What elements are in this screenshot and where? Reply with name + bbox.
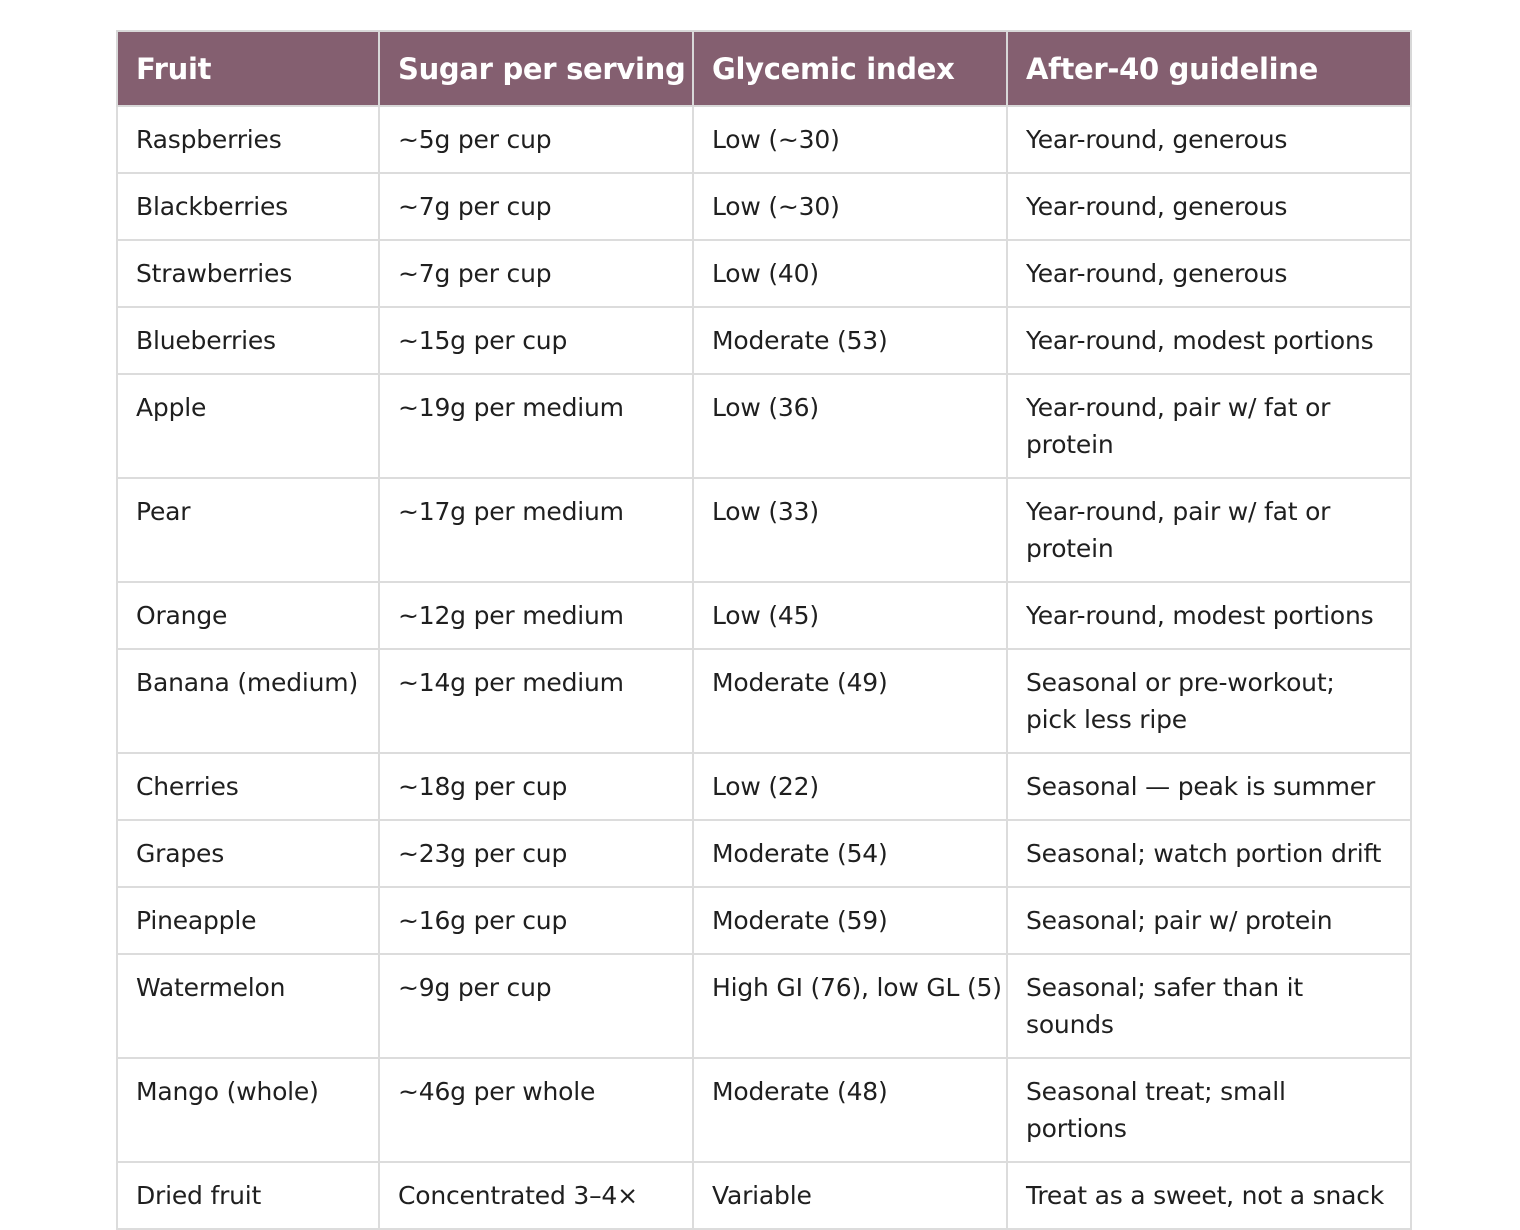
- cell-glycemic-index: Variable: [692, 1161, 1008, 1230]
- cell-fruit: Blackberries: [116, 172, 380, 241]
- cell-guideline: Seasonal treat; small portions: [1006, 1057, 1412, 1163]
- header-sugar-per-serving: Sugar per serving: [378, 30, 694, 107]
- cell-glycemic-index: High GI (76), low GL (5): [692, 953, 1008, 1059]
- cell-glycemic-index: Moderate (54): [692, 819, 1008, 888]
- table-row: Dried fruit Concentrated 3–4× Variable T…: [116, 1161, 1412, 1230]
- cell-fruit: Watermelon: [116, 953, 380, 1059]
- cell-sugar: ~17g per medium: [378, 477, 694, 583]
- cell-guideline: Year-round, modest portions: [1006, 306, 1412, 375]
- cell-guideline: Seasonal or pre-workout; pick less ripe: [1006, 648, 1412, 754]
- cell-fruit: Mango (whole): [116, 1057, 380, 1163]
- cell-fruit: Strawberries: [116, 239, 380, 308]
- cell-sugar: ~14g per medium: [378, 648, 694, 754]
- table-row: Blackberries ~7g per cup Low (~30) Year-…: [116, 172, 1412, 241]
- table-row: Banana (medium) ~14g per medium Moderate…: [116, 648, 1412, 754]
- cell-glycemic-index: Low (40): [692, 239, 1008, 308]
- cell-guideline: Seasonal — peak is summer: [1006, 752, 1412, 821]
- cell-guideline: Year-round, modest portions: [1006, 581, 1412, 650]
- fruit-sugar-table: Fruit Sugar per serving Glycemic index A…: [116, 30, 1412, 1230]
- cell-guideline: Seasonal; pair w/ protein: [1006, 886, 1412, 955]
- cell-glycemic-index: Low (36): [692, 373, 1008, 479]
- cell-fruit: Pear: [116, 477, 380, 583]
- cell-guideline: Treat as a sweet, not a snack: [1006, 1161, 1412, 1230]
- cell-guideline: Year-round, pair w/ fat or protein: [1006, 373, 1412, 479]
- table-row: Blueberries ~15g per cup Moderate (53) Y…: [116, 306, 1412, 375]
- cell-fruit: Dried fruit: [116, 1161, 380, 1230]
- cell-glycemic-index: Low (22): [692, 752, 1008, 821]
- cell-glycemic-index: Moderate (59): [692, 886, 1008, 955]
- fruit-sugar-table-container: Fruit Sugar per serving Glycemic index A…: [116, 30, 1412, 1230]
- header-after-40-guideline: After-40 guideline: [1006, 30, 1412, 107]
- cell-sugar: ~23g per cup: [378, 819, 694, 888]
- cell-guideline: Seasonal; safer than it sounds: [1006, 953, 1412, 1059]
- cell-fruit: Banana (medium): [116, 648, 380, 754]
- cell-guideline: Year-round, generous: [1006, 239, 1412, 308]
- cell-sugar: ~46g per whole: [378, 1057, 694, 1163]
- header-row: Fruit Sugar per serving Glycemic index A…: [116, 30, 1412, 107]
- table-header: Fruit Sugar per serving Glycemic index A…: [116, 30, 1412, 107]
- cell-sugar: ~7g per cup: [378, 239, 694, 308]
- cell-glycemic-index: Low (~30): [692, 172, 1008, 241]
- cell-glycemic-index: Low (~30): [692, 105, 1008, 174]
- header-glycemic-index: Glycemic index: [692, 30, 1008, 107]
- table-row: Cherries ~18g per cup Low (22) Seasonal …: [116, 752, 1412, 821]
- cell-glycemic-index: Moderate (48): [692, 1057, 1008, 1163]
- cell-sugar: ~5g per cup: [378, 105, 694, 174]
- table-row: Grapes ~23g per cup Moderate (54) Season…: [116, 819, 1412, 888]
- table-row: Pear ~17g per medium Low (33) Year-round…: [116, 477, 1412, 583]
- cell-sugar: ~12g per medium: [378, 581, 694, 650]
- cell-glycemic-index: Moderate (53): [692, 306, 1008, 375]
- cell-sugar: ~9g per cup: [378, 953, 694, 1059]
- cell-glycemic-index: Low (45): [692, 581, 1008, 650]
- cell-fruit: Cherries: [116, 752, 380, 821]
- cell-glycemic-index: Moderate (49): [692, 648, 1008, 754]
- cell-fruit: Blueberries: [116, 306, 380, 375]
- header-fruit: Fruit: [116, 30, 380, 107]
- cell-glycemic-index: Low (33): [692, 477, 1008, 583]
- cell-sugar: ~7g per cup: [378, 172, 694, 241]
- cell-fruit: Raspberries: [116, 105, 380, 174]
- cell-guideline: Year-round, generous: [1006, 105, 1412, 174]
- cell-guideline: Year-round, pair w/ fat or protein: [1006, 477, 1412, 583]
- table-row: Strawberries ~7g per cup Low (40) Year-r…: [116, 239, 1412, 308]
- cell-sugar: ~19g per medium: [378, 373, 694, 479]
- table-row: Pineapple ~16g per cup Moderate (59) Sea…: [116, 886, 1412, 955]
- cell-guideline: Seasonal; watch portion drift: [1006, 819, 1412, 888]
- cell-fruit: Grapes: [116, 819, 380, 888]
- cell-sugar: Concentrated 3–4×: [378, 1161, 694, 1230]
- cell-guideline: Year-round, generous: [1006, 172, 1412, 241]
- cell-fruit: Apple: [116, 373, 380, 479]
- table-body: Raspberries ~5g per cup Low (~30) Year-r…: [116, 105, 1412, 1230]
- cell-sugar: ~15g per cup: [378, 306, 694, 375]
- table-row: Watermelon ~9g per cup High GI (76), low…: [116, 953, 1412, 1059]
- cell-sugar: ~16g per cup: [378, 886, 694, 955]
- table-row: Apple ~19g per medium Low (36) Year-roun…: [116, 373, 1412, 479]
- table-row: Orange ~12g per medium Low (45) Year-rou…: [116, 581, 1412, 650]
- cell-fruit: Pineapple: [116, 886, 380, 955]
- table-row: Raspberries ~5g per cup Low (~30) Year-r…: [116, 105, 1412, 174]
- table-row: Mango (whole) ~46g per whole Moderate (4…: [116, 1057, 1412, 1163]
- cell-fruit: Orange: [116, 581, 380, 650]
- cell-sugar: ~18g per cup: [378, 752, 694, 821]
